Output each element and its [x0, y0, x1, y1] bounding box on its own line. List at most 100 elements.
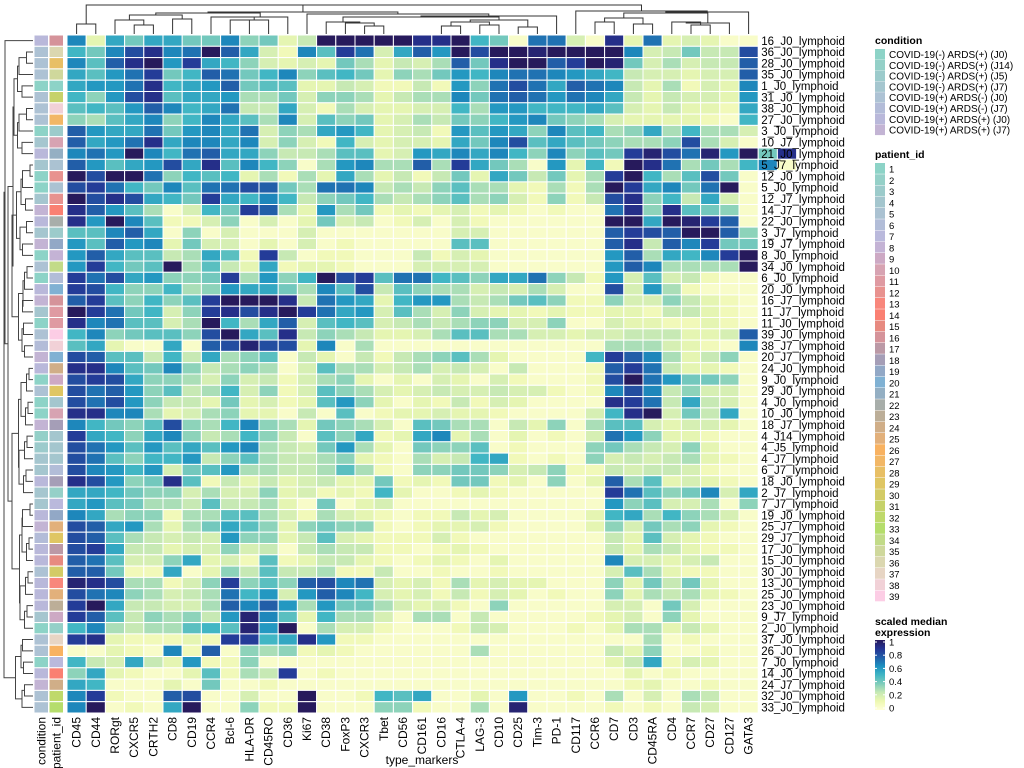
- heatmap-cell: [220, 34, 241, 47]
- column-label: CTLA-4: [454, 717, 468, 759]
- heatmap-cell: [488, 452, 510, 465]
- heatmap-cell: [565, 576, 586, 590]
- heatmap-cell: [738, 271, 759, 285]
- heatmap-cell: [584, 170, 606, 183]
- heatmap-cell: [450, 441, 471, 454]
- heatmap-cell: [738, 644, 759, 658]
- heatmap-cell: [450, 226, 471, 239]
- heatmap-cell: [335, 237, 356, 251]
- heatmap-cell: [546, 317, 567, 330]
- heatmap-cell: [316, 317, 337, 330]
- dendrogram-branch: [114, 19, 145, 34]
- heatmap-cell: [277, 667, 298, 680]
- heatmap-cell: [181, 102, 202, 115]
- row-label: 16_J0_lymphoid: [761, 36, 845, 48]
- heatmap-cell: [124, 565, 145, 578]
- heatmap-cell: [412, 576, 433, 590]
- heatmap-cell: [469, 622, 490, 635]
- heatmap-cell: [162, 192, 183, 205]
- heatmap-cell: [604, 689, 625, 703]
- heatmap-cell: [508, 644, 529, 658]
- heatmap-cell: [220, 181, 241, 194]
- heatmap-cell: [642, 215, 663, 228]
- annotation-columns: [33, 34, 64, 714]
- heatmap-cell: [335, 396, 356, 409]
- heatmap-cell: [604, 633, 625, 646]
- heatmap-cell: [584, 576, 606, 590]
- heatmap-cell: [565, 656, 586, 669]
- heatmap-cell: [623, 34, 644, 47]
- heatmap-cell: [66, 57, 87, 70]
- heatmap-cell: [584, 68, 606, 81]
- heatmap-cell: [661, 396, 682, 409]
- column-label: CCR6: [588, 717, 602, 750]
- heatmap-cell: [200, 91, 222, 104]
- heatmap-cell: [584, 45, 606, 59]
- heatmap-cell: [431, 656, 452, 669]
- heatmap-cell: [661, 384, 682, 398]
- heatmap-cell: [661, 113, 682, 126]
- row-label: 4_J5_lymphoid: [761, 443, 838, 455]
- heatmap-cell: [450, 509, 471, 522]
- heatmap-cell: [124, 656, 145, 669]
- heatmap-cell: [162, 350, 183, 364]
- heatmap-cell: [239, 656, 260, 669]
- heatmap-cell: [162, 113, 183, 126]
- column-label: CD25: [511, 717, 525, 748]
- heatmap-cell: [680, 34, 702, 47]
- heatmap-cell: [431, 678, 452, 691]
- heatmap-cell: [124, 588, 145, 601]
- heatmap-cell: [738, 678, 759, 691]
- heatmap-cell: [258, 350, 279, 364]
- heatmap-cell: [296, 249, 318, 262]
- heatmap-cell: [354, 102, 375, 115]
- heatmap-cell: [124, 543, 145, 556]
- heatmap-cell: [392, 57, 414, 70]
- heatmap-cell: [392, 226, 414, 239]
- heatmap-cell: [584, 384, 606, 398]
- heatmap-cell: [335, 373, 356, 386]
- patient-annotation-cell: [48, 328, 64, 341]
- heatmap-cell: [450, 271, 471, 285]
- heatmap-cell: [373, 294, 394, 307]
- heatmap-cell: [431, 113, 452, 126]
- heatmap-cell: [642, 158, 663, 172]
- heatmap-cell: [738, 576, 759, 590]
- heatmap-cell: [66, 678, 87, 691]
- heatmap-cell: [623, 339, 644, 352]
- heatmap-cell: [584, 317, 606, 330]
- heatmap-cell: [412, 486, 433, 499]
- heatmap-cell: [642, 407, 663, 420]
- heatmap-cell: [661, 91, 682, 104]
- heatmap-cell: [258, 271, 279, 285]
- heatmap-cell: [719, 68, 740, 81]
- heatmap-cell: [200, 452, 222, 465]
- heatmap-cell: [469, 305, 490, 319]
- heatmap-cell: [584, 531, 606, 545]
- heatmap-cell: [181, 91, 202, 104]
- heatmap-cell: [104, 181, 126, 194]
- heatmap-cell: [296, 452, 318, 465]
- heatmap-cell: [239, 486, 260, 499]
- heatmap-cell: [239, 689, 260, 703]
- patient-annotation-cell: [48, 339, 64, 352]
- heatmap-cell: [335, 678, 356, 691]
- condition-annotation-cell: [33, 79, 49, 92]
- heatmap-cell: [392, 531, 414, 545]
- heatmap-cell: [104, 45, 126, 59]
- heatmap-cell: [450, 294, 471, 307]
- heatmap-cell: [546, 452, 567, 465]
- patient-annotation-cell: [48, 68, 64, 81]
- heatmap-cell: [527, 407, 548, 420]
- heatmap-cell: [508, 113, 529, 126]
- heatmap-cell: [200, 305, 222, 319]
- heatmap-cell: [642, 147, 663, 160]
- heatmap-cell: [66, 497, 87, 511]
- heatmap-cell: [162, 610, 183, 624]
- heatmap-cell: [565, 45, 586, 59]
- heatmap-cell: [700, 136, 721, 149]
- heatmap-cell: [412, 237, 433, 251]
- heatmap-cell: [527, 192, 548, 205]
- heatmap-cell: [392, 350, 414, 364]
- heatmap-cell: [66, 317, 87, 330]
